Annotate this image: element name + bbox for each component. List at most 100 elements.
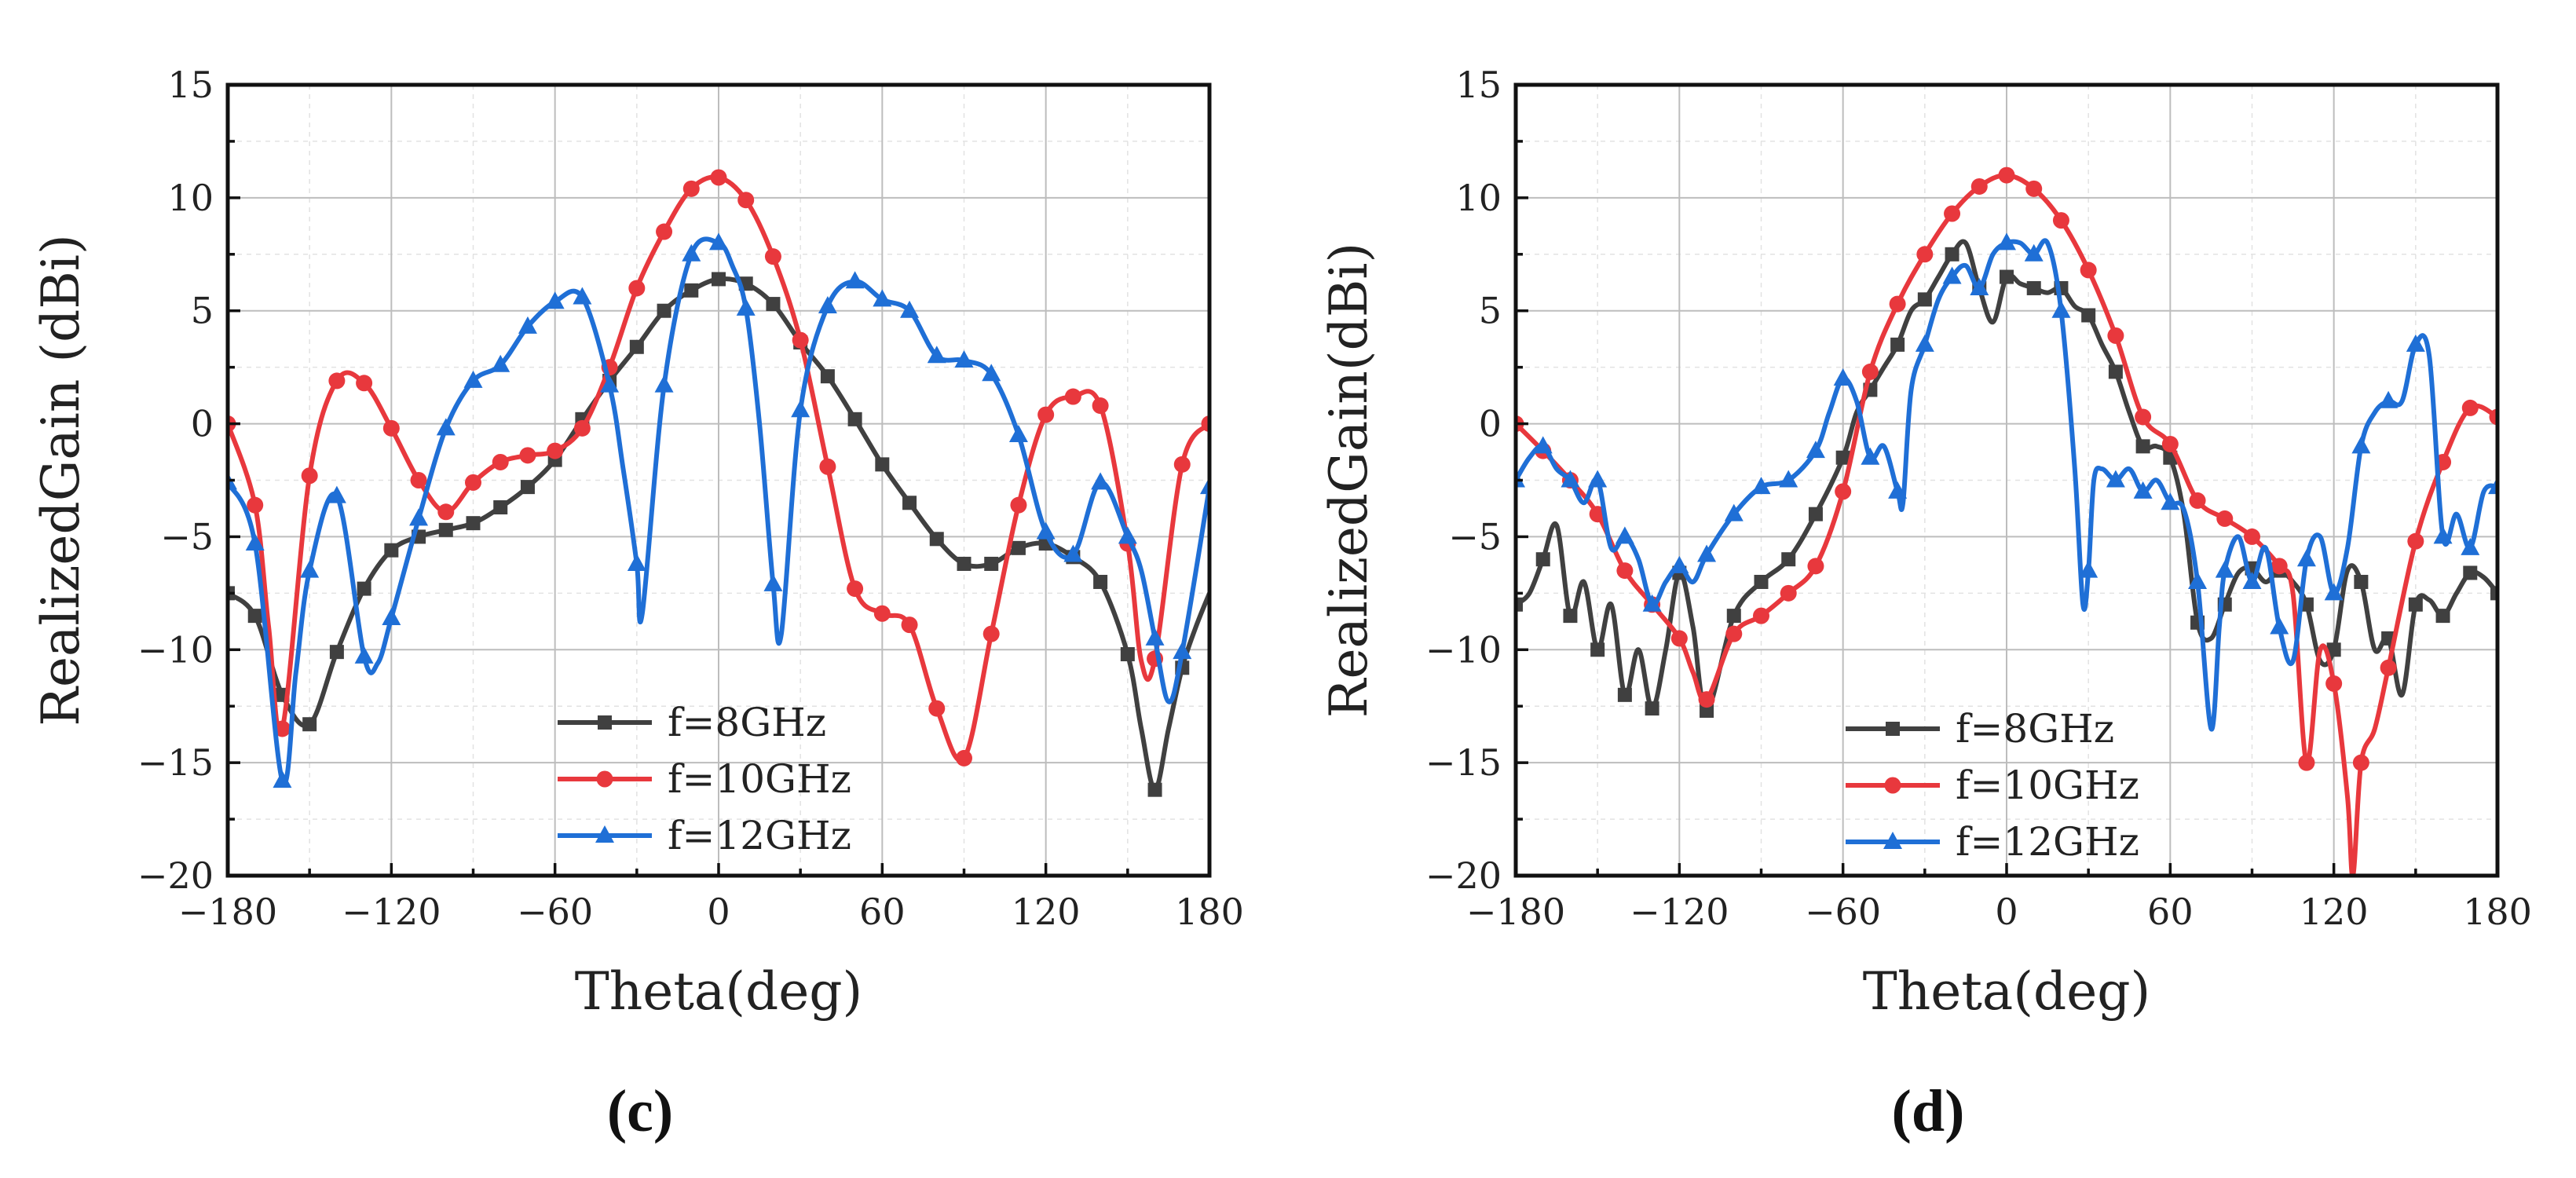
data-point-marker (356, 375, 373, 392)
y-tick-label: 0 (1479, 403, 1502, 445)
data-point-marker (766, 297, 781, 312)
data-point-marker (2298, 754, 2315, 771)
data-point-marker (1063, 544, 1083, 562)
data-point-marker (2135, 408, 2152, 426)
data-point-marker (410, 472, 427, 488)
y-tick-label: −15 (137, 741, 214, 784)
data-point-marker (1615, 526, 1634, 544)
data-point-marker (982, 625, 1000, 642)
data-point-marker (682, 180, 700, 197)
data-point-marker (2024, 243, 2044, 262)
data-point-marker (712, 272, 726, 287)
series-group (228, 169, 1209, 797)
data-point-marker (1751, 477, 1771, 495)
data-point-marker (1835, 450, 1850, 465)
data-point-marker (1670, 630, 1688, 647)
data-point-marker (2351, 436, 2371, 454)
data-point-marker (2352, 754, 2369, 771)
data-point-marker (1120, 647, 1135, 662)
data-point-marker (982, 364, 1001, 382)
data-point-marker (2133, 481, 2153, 499)
data-point-marker (437, 503, 455, 521)
data-point-marker (1091, 472, 1111, 490)
data-point-marker (901, 616, 918, 634)
x-tick-label: 60 (2147, 891, 2194, 933)
data-point-marker (273, 720, 291, 737)
data-point-marker (1833, 368, 1853, 386)
data-point-marker (518, 316, 537, 334)
data-point-marker (492, 453, 509, 470)
data-point-marker (2489, 408, 2497, 426)
x-tick-label: −60 (517, 891, 593, 933)
data-point-marker (1645, 701, 1659, 716)
y-tick-label: 10 (1455, 177, 1502, 219)
data-point-marker (2324, 583, 2344, 601)
data-point-marker (1753, 607, 1769, 624)
y-tick-label: −10 (137, 628, 214, 671)
data-point-marker (1008, 424, 1028, 442)
x-tick-label: 120 (1012, 891, 1081, 933)
data-point-marker (491, 354, 510, 372)
series-f10ghz (1516, 166, 2497, 876)
data-point-marker (382, 608, 401, 626)
data-point-marker (682, 243, 701, 262)
y-tick-label: −15 (1425, 741, 1502, 784)
data-point-marker (873, 289, 892, 307)
data-point-marker (519, 447, 536, 464)
data-point-marker (466, 516, 481, 531)
x-axis-title: Theta(deg) (575, 961, 863, 1022)
data-point-marker (573, 419, 591, 437)
y-tick-label: 15 (167, 64, 214, 106)
data-point-marker (1944, 205, 1961, 222)
data-point-marker (684, 283, 699, 298)
data-point-marker (657, 303, 671, 318)
y-tick-label: 5 (1479, 290, 1502, 332)
data-point-marker (1700, 703, 1714, 718)
legend: f=8GHz f=10GHz f=12GHz (558, 700, 851, 858)
data-point-marker (954, 350, 974, 368)
data-point-marker (2433, 526, 2453, 544)
data-point-marker (2052, 212, 2069, 229)
grid (1515, 84, 2498, 876)
data-point-marker (2161, 492, 2180, 510)
data-point-marker (2408, 597, 2423, 612)
data-point-marker (820, 369, 835, 384)
data-point-marker (2107, 327, 2124, 344)
y-tick-label: −10 (1425, 628, 1502, 671)
legend-label: f=12GHz (668, 813, 851, 858)
data-point-marker (493, 500, 508, 515)
data-point-marker (2189, 492, 2206, 509)
legend-label: f=10GHz (1956, 763, 2139, 808)
data-point-marker (1890, 337, 1905, 352)
data-point-marker (2463, 565, 2478, 580)
y-tick-label: −20 (1425, 854, 1502, 897)
data-point-marker (737, 192, 755, 209)
legend-marker (1886, 722, 1900, 736)
data-point-marker (2435, 609, 2450, 624)
data-point-marker (2242, 571, 2262, 589)
series-group (1516, 166, 2497, 876)
data-point-marker (438, 522, 453, 537)
data-point-marker (1781, 552, 1796, 567)
data-point-marker (1037, 406, 1055, 423)
data-point-marker (302, 717, 317, 732)
data-point-marker (1888, 481, 1908, 499)
data-point-marker (247, 496, 264, 514)
data-point-marker (1617, 687, 1632, 702)
y-tick-label: 15 (1455, 64, 1502, 106)
data-point-marker (764, 248, 781, 265)
data-point-marker (2081, 308, 2096, 323)
data-point-marker (2215, 560, 2234, 578)
data-point-marker (2270, 616, 2289, 635)
data-point-marker (1010, 496, 1027, 514)
data-point-marker (2026, 280, 2041, 295)
data-point-marker (1835, 483, 1852, 500)
x-tick-label: −180 (178, 891, 277, 933)
data-point-marker (1942, 266, 1962, 284)
data-point-marker (656, 223, 673, 240)
data-point-marker (2025, 180, 2043, 197)
data-point-marker (1780, 584, 1797, 602)
data-point-marker (2244, 528, 2260, 545)
data-point-marker (2380, 659, 2397, 676)
y-tick-label: 10 (167, 177, 214, 219)
